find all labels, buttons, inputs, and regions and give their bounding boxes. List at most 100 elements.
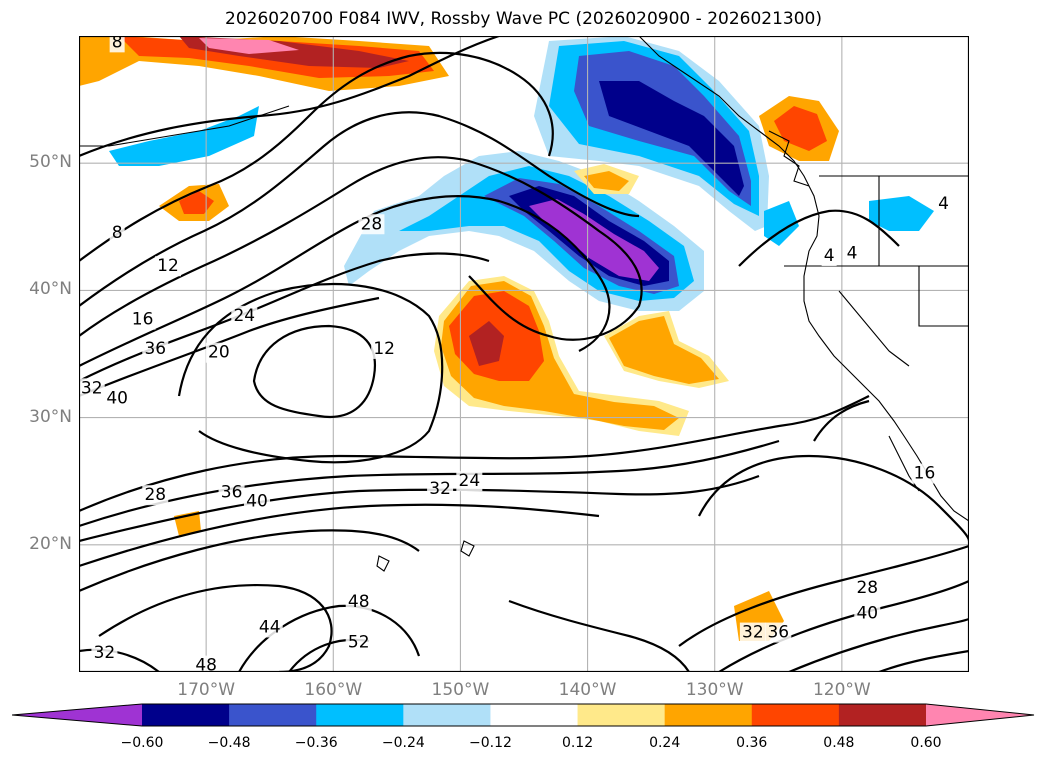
contour-label: 12 (157, 256, 179, 276)
lon-label-170w: 170°W (177, 680, 236, 700)
negative-anomaly-fill (109, 106, 259, 166)
contour-label-background (79, 378, 105, 399)
iwv-contour-layer (79, 36, 969, 672)
iwv-contour (79, 195, 611, 367)
contour-label-background (821, 246, 837, 267)
contour-label: 4 (824, 246, 835, 266)
contour-label-background (345, 592, 372, 613)
contour-label: 40 (106, 389, 128, 409)
contour-label-background (739, 622, 766, 643)
contour-label: 36 (221, 483, 243, 503)
colorbar-tick-label: 0.24 (649, 735, 681, 751)
contour-label-background (256, 617, 283, 638)
contour-label: 24 (233, 306, 255, 326)
colorbar-tick-label: −0.24 (381, 735, 425, 751)
lat-label-40: 40°N (29, 279, 72, 300)
positive-anomaly-fill (584, 171, 629, 191)
contour-label: 4 (938, 194, 949, 214)
colorbar-swatch (142, 704, 230, 726)
colorbar-swatch (403, 704, 491, 726)
colorbar (12, 703, 1035, 727)
coastline (638, 36, 969, 522)
negative-anomaly-fill (599, 81, 744, 196)
iwv-contour (79, 36, 500, 158)
contour-label-background (911, 463, 938, 484)
iwv-contour (79, 51, 554, 262)
coastline (918, 266, 969, 327)
colorbar-tick-label: 0.48 (823, 735, 855, 751)
contour-label: 36 (144, 339, 166, 359)
iwv-contour (79, 648, 160, 672)
contour-label: 16 (132, 310, 154, 330)
lat-label-30: 30°N (29, 406, 72, 427)
iwv-contour (698, 454, 969, 542)
iwv-contour (79, 439, 780, 528)
colorbar-tick-label: 0.12 (561, 735, 594, 751)
colorbar-tick-label: −0.36 (294, 735, 338, 751)
colorbar-swatch (490, 704, 579, 726)
contour-label-background (765, 622, 792, 643)
contour-label: 48 (195, 656, 217, 672)
contour-label: 20 (208, 343, 230, 363)
positive-anomaly-fill (199, 38, 299, 54)
colorbar-extend-low (12, 704, 142, 726)
negative-anomaly-fill (764, 201, 799, 246)
contour-label: 32 (94, 643, 116, 663)
contour-label: 40 (856, 603, 878, 623)
contour-label-background (854, 603, 881, 624)
colorbar-tick-label: −0.48 (207, 735, 251, 751)
contour-label: 32 (429, 479, 451, 499)
contour-label-background (244, 491, 270, 512)
contour-label: 8 (112, 36, 123, 52)
lon-label-160w: 160°W (304, 680, 363, 700)
iwv-contour (177, 283, 444, 464)
map-title: 2026020700 F084 IWV, Rossby Wave PC (202… (225, 9, 822, 29)
contour-label-background (358, 214, 385, 235)
colorbar-tick-label: −0.12 (468, 735, 512, 751)
iwv-contour (508, 599, 690, 672)
contour-label-background (142, 485, 169, 506)
iwv-contour (79, 503, 600, 568)
contour-label-background (218, 482, 245, 503)
iwv-contour (738, 209, 900, 267)
iwv-contour (79, 111, 640, 307)
positive-anomaly-fill (469, 321, 504, 366)
contour-label: 28 (144, 485, 166, 505)
lat-label-50: 50°N (29, 152, 72, 173)
contour-label: 32 (742, 623, 764, 643)
coastline (838, 290, 910, 367)
lon-label-120w: 120°W (812, 680, 871, 700)
negative-anomaly-fill (869, 196, 934, 231)
contour-label: 28 (856, 578, 878, 598)
contour-label-background (456, 471, 483, 492)
contour-label-background (371, 338, 398, 359)
contour-label-background (104, 388, 131, 409)
contour-label-background (109, 223, 125, 244)
contour-label: 16 (914, 464, 936, 484)
contour-label-background (427, 478, 454, 499)
coastline (376, 555, 390, 572)
colorbar-swatch (664, 704, 753, 726)
positive-anomaly-fill (609, 316, 719, 384)
iwv-contour (79, 296, 380, 398)
iwv-contour (678, 544, 969, 647)
contour-label: 40 (246, 492, 268, 512)
positive-anomaly-fill (179, 191, 214, 214)
contour-label: 28 (361, 214, 383, 234)
contour-label: 24 (459, 471, 481, 491)
colorbar-swatch (316, 704, 404, 726)
colorbar-outline (12, 703, 1035, 727)
iwv-contour (788, 617, 969, 672)
contour-label-background (854, 578, 881, 599)
anomaly-fill-layer (79, 36, 934, 641)
coastline (79, 105, 290, 147)
contour-label: 44 (259, 617, 281, 637)
contour-label-background (109, 36, 125, 53)
map-area[interactable]: 8 8 12 16 36 32 40 20 24 28 12 24 32 36 40 28 48 44 52 32 48… (79, 36, 969, 672)
iwv-contour (79, 395, 870, 513)
contour-label-background (193, 655, 220, 672)
contour-label-background (844, 243, 860, 264)
coastline (460, 540, 475, 557)
